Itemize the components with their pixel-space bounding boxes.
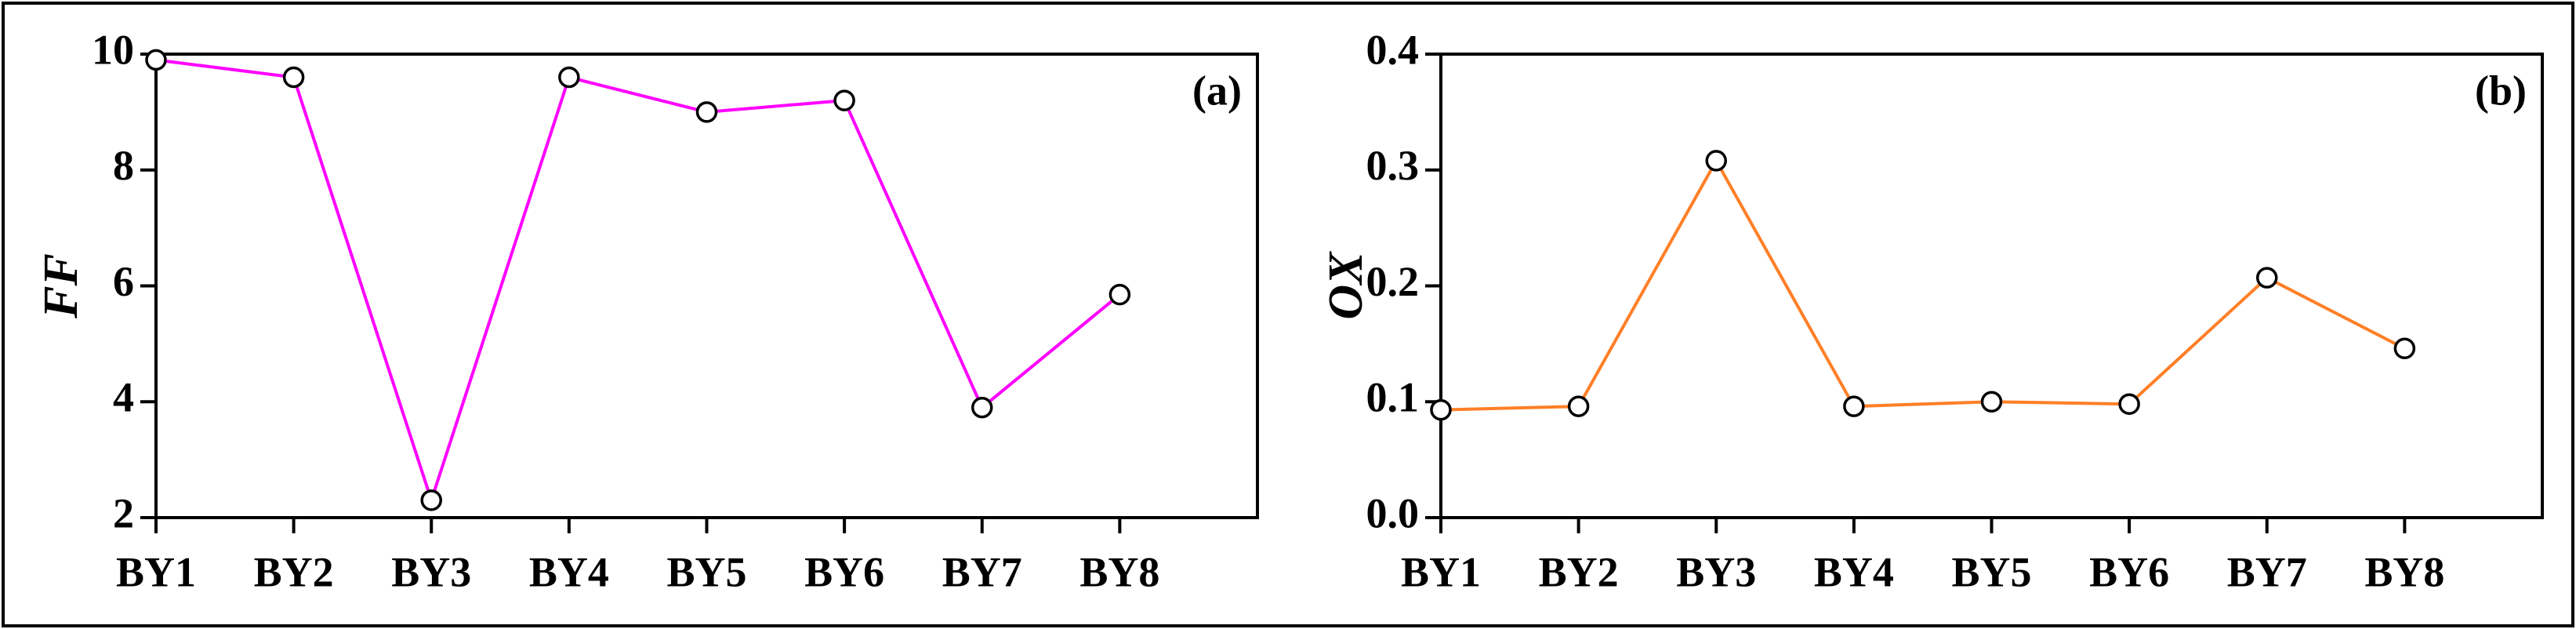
y-tick-label: 6: [113, 258, 134, 305]
data-point: [558, 66, 580, 89]
x-tick-label: BY1: [1401, 548, 1481, 595]
y-tick-label: 2: [113, 489, 134, 536]
x-tick-label: BY2: [1539, 548, 1619, 595]
data-line: [155, 58, 1121, 506]
plot-frame: [154, 53, 1259, 519]
data-point: [1430, 398, 1452, 421]
x-tick-label: BY4: [529, 548, 609, 595]
y-axis-label: FF: [34, 253, 88, 319]
data-point: [420, 489, 442, 511]
x-tick-label: BY7: [942, 548, 1022, 595]
x-tick-label: BY6: [804, 548, 884, 595]
y-axis-label: OX: [1319, 251, 1373, 320]
panel-annotation: (b): [2475, 67, 2527, 114]
data-point: [2256, 267, 2278, 289]
y-tick-label: 8: [113, 142, 134, 189]
data-point: [695, 101, 718, 123]
panel-annotation: (a): [1192, 67, 1242, 114]
data-point: [971, 396, 993, 419]
y-tick-label: 4: [113, 374, 134, 421]
y-tick-label: 10: [92, 26, 134, 73]
y-tick-label: 0.3: [1366, 142, 1420, 189]
x-tick-label: BY4: [1814, 548, 1894, 595]
data-point: [1108, 283, 1131, 306]
x-tick-label: BY6: [2089, 548, 2169, 595]
y-tick-label: 0.1: [1366, 374, 1420, 421]
data-point: [145, 49, 167, 71]
x-tick-label: BY8: [1079, 548, 1159, 595]
y-tick-label: 0.0: [1366, 489, 1420, 536]
x-tick-label: BY7: [2227, 548, 2307, 595]
x-tick-label: BY1: [116, 548, 196, 595]
data-point: [1980, 391, 2003, 413]
y-tick-label: 0.4: [1366, 26, 1420, 73]
x-tick-label: BY3: [391, 548, 471, 595]
data-point: [1705, 150, 1727, 172]
data-line: [1440, 157, 2406, 412]
data-point: [282, 66, 305, 89]
data-point: [1843, 395, 1865, 417]
data-point: [1567, 395, 1590, 417]
x-tick-label: BY5: [666, 548, 746, 595]
x-tick-label: BY3: [1676, 548, 1756, 595]
x-tick-label: BY2: [254, 548, 334, 595]
plot-frame: [1439, 53, 2544, 519]
data-point: [2118, 393, 2140, 415]
y-tick-label: 0.2: [1366, 258, 1420, 305]
data-point: [2393, 337, 2416, 360]
data-point: [833, 89, 855, 111]
x-tick-label: BY8: [2364, 548, 2444, 595]
x-tick-label: BY5: [1951, 548, 2031, 595]
